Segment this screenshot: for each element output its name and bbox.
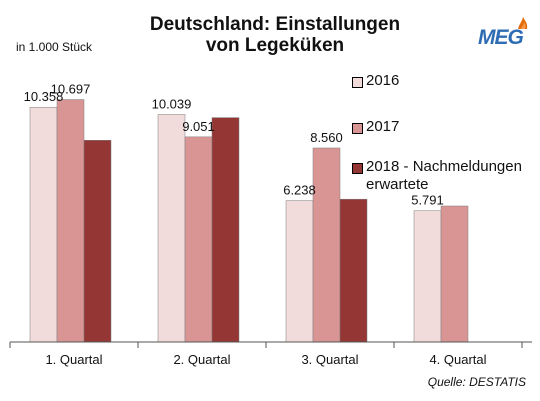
x-ticks-group [9, 342, 523, 348]
bar-2016-3 [285, 200, 314, 343]
value-label-2016-3: 6.238 [283, 183, 316, 198]
bar-2017-4 [440, 205, 469, 343]
category-label-4: 4. Quartal [429, 352, 486, 367]
flame-icon [518, 17, 528, 29]
legend-label-2017: 2017 [366, 118, 400, 135]
value-label-2017-2: 9.051 [182, 119, 215, 134]
bar-2016-4 [413, 210, 442, 343]
value-label-2016-1: 10.358 [24, 89, 64, 104]
bar-2016-2 [157, 114, 186, 343]
bar-2017-3 [312, 147, 341, 343]
value-label-2016-2: 10.039 [152, 96, 192, 111]
bar-2018-3 [339, 198, 368, 343]
chart-title: Deutschland: Einstallungen von Legeküken [120, 14, 430, 56]
chart-title-line1: Deutschland: Einstallungen [149, 14, 401, 35]
legend: 2016 2017 2018 - Nachmeldungen erwartete [352, 72, 532, 193]
legend-swatch-2016 [352, 77, 363, 88]
bar-2017-1 [56, 99, 85, 343]
legend-label-2016: 2016 [366, 72, 400, 89]
bars-group [29, 99, 469, 343]
value-label-2017-3: 8.560 [310, 130, 343, 145]
value-label-2016-4: 5.791 [411, 193, 444, 208]
bar-2016-1 [29, 106, 58, 343]
category-labels-group: 1. Quartal 2. Quartal 3. Quartal 4. Quartal [45, 352, 486, 367]
source-note: Quelle: DESTATIS [427, 375, 526, 389]
legend-swatch-2017 [352, 123, 363, 134]
legend-label-2018: 2018 - Nachmeldungen erwartete [366, 158, 522, 193]
legend-item-2016: 2016 [352, 72, 532, 94]
category-label-2: 2. Quartal [173, 352, 230, 367]
bar-2018-1 [83, 140, 112, 343]
legend-item-2017: 2017 [352, 118, 532, 140]
meg-logo: MEG [478, 16, 530, 49]
value-label-2017-1: 10.697 [51, 82, 91, 97]
legend-swatch-2018 [352, 163, 363, 174]
category-label-3: 3. Quartal [301, 352, 358, 367]
category-label-1: 1. Quartal [45, 352, 102, 367]
logo-text: MEG [478, 26, 524, 49]
bar-2018-2 [211, 117, 240, 343]
chart-title-line2: von Legeküken [205, 35, 345, 56]
unit-label: in 1.000 Stück [16, 40, 93, 54]
legend-item-2018: 2018 - Nachmeldungen erwartete [352, 158, 532, 193]
bar-2017-2 [184, 136, 213, 343]
